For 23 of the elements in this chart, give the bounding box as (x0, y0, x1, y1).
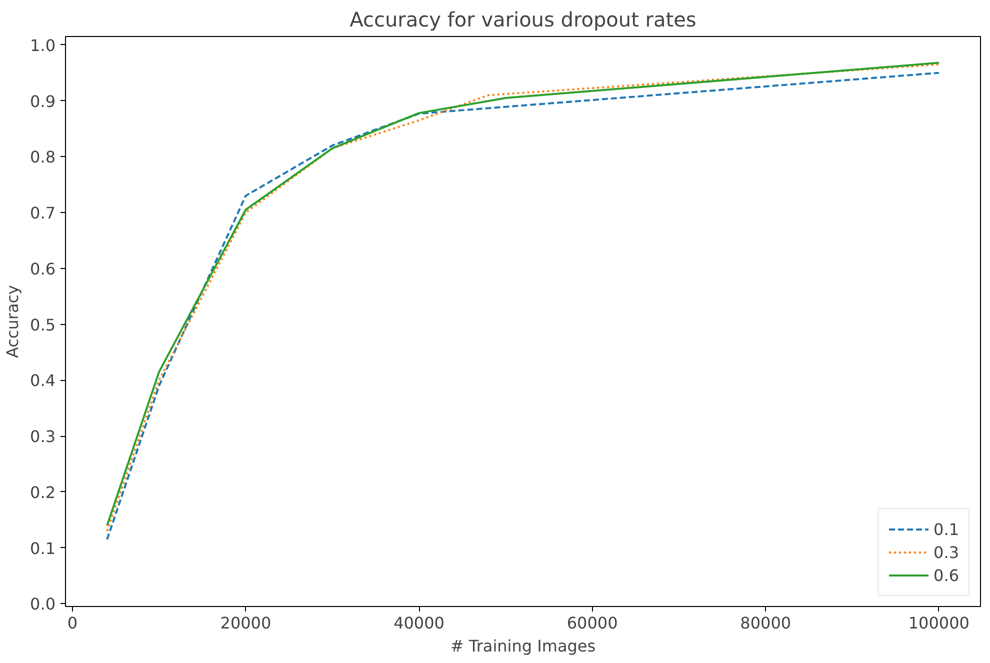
x-tick-label: 20000 (220, 614, 272, 632)
y-tick-label: 0.1 (30, 538, 56, 558)
y-axis-title: Accuracy (3, 284, 22, 358)
y-tick-label: 1.0 (30, 36, 56, 55)
y-tick-label: 0.3 (30, 427, 56, 446)
legend-label: 0.1 (934, 520, 959, 538)
y-tick-label: 0.7 (30, 204, 56, 223)
y-tick-label: 0.5 (30, 315, 56, 334)
y-tick-label: 0.0 (30, 594, 56, 614)
y-tick-label: 0.2 (30, 482, 56, 502)
x-axis-title: # Training Images (450, 636, 596, 656)
y-tick-label: 0.8 (30, 148, 56, 167)
y-tick-label: 0.9 (30, 92, 56, 111)
x-tick-label: 80000 (740, 614, 792, 632)
legend-label: 0.3 (934, 542, 959, 562)
y-tick-label: 0.6 (30, 259, 56, 278)
x-tick-label: 100000 (908, 614, 970, 632)
y-tick-label: 0.4 (30, 371, 56, 390)
legend-label: 0.6 (934, 566, 959, 584)
x-tick-label: 40000 (394, 614, 444, 632)
x-tick-label: 60000 (566, 614, 618, 632)
chart-title: Accuracy for various dropout rates (350, 8, 696, 32)
x-tick-label: 0 (67, 614, 78, 632)
